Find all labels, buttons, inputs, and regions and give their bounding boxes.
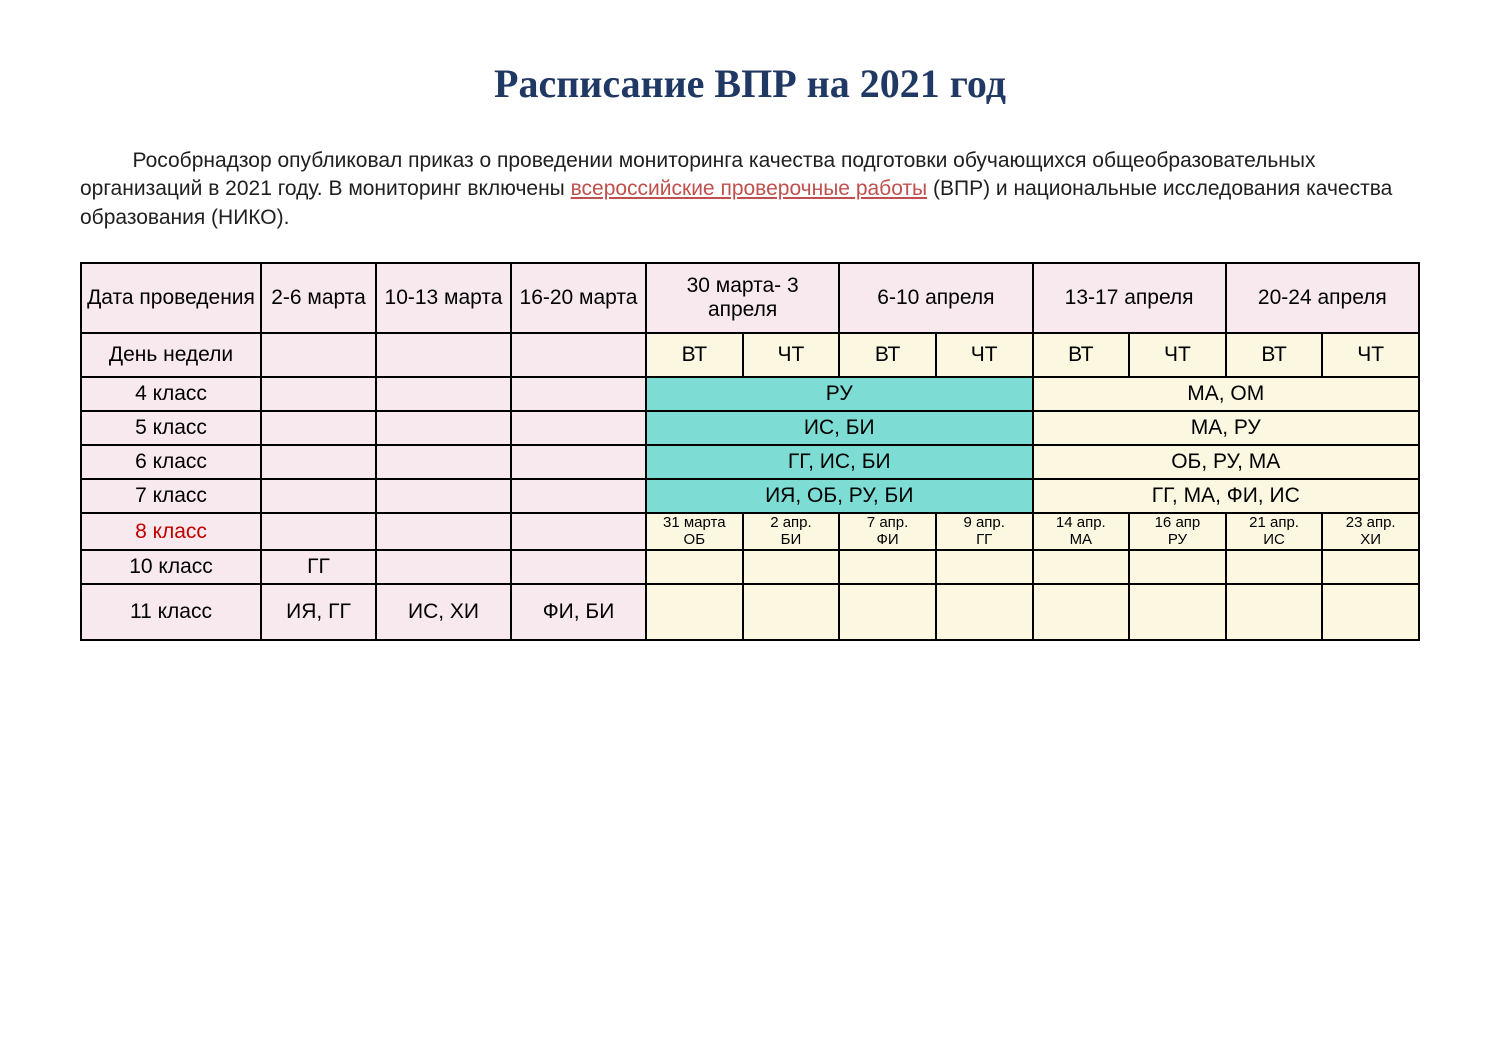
hdr-weekday-cht: ЧТ (1129, 333, 1226, 377)
cell-empty (511, 550, 646, 584)
intro-paragraph: Рособрнадзор опубликовал приказ о провед… (80, 147, 1420, 232)
cell-block: ОБ, РУ, МА (1033, 445, 1420, 479)
cell-empty (743, 584, 840, 640)
hdr-date-col4: 30 марта- 3 апреля (646, 263, 839, 333)
cell-empty (1226, 550, 1323, 584)
cell-date-subj: 16 апрРУ (1129, 513, 1226, 550)
hdr-weekday-cht: ЧТ (1322, 333, 1419, 377)
cell-empty (646, 584, 743, 640)
cell-subj: ИС, ХИ (376, 584, 511, 640)
hdr-weekday-cht: ЧТ (936, 333, 1033, 377)
cell-empty (376, 411, 511, 445)
cell-block: МА, ОМ (1033, 377, 1420, 411)
cell-date-subj: 14 апр.МА (1033, 513, 1130, 550)
row-class-6: 6 класс ГГ, ИС, БИ ОБ, РУ, МА (81, 445, 1419, 479)
cell-empty (839, 584, 936, 640)
cell-empty (261, 513, 376, 550)
hdr-weekday-empty (376, 333, 511, 377)
cell-empty (511, 479, 646, 513)
cell-empty (511, 445, 646, 479)
cell-empty (1322, 550, 1419, 584)
cell-empty (839, 550, 936, 584)
cell-empty (511, 513, 646, 550)
cell-empty (646, 550, 743, 584)
cell-empty (376, 550, 511, 584)
hdr-weekday-vt: ВТ (1033, 333, 1130, 377)
cell-empty (376, 513, 511, 550)
header-row-dates: Дата проведения 2-6 марта 10-13 марта 16… (81, 263, 1419, 333)
page-title: Расписание ВПР на 2021 год (80, 60, 1420, 107)
cell-empty (1129, 584, 1226, 640)
hdr-date-col6: 13-17 апреля (1033, 263, 1226, 333)
hdr-weekday-vt: ВТ (839, 333, 936, 377)
cell-empty (1033, 550, 1130, 584)
cell-empty (261, 377, 376, 411)
cell-block: ГГ, ИС, БИ (646, 445, 1033, 479)
row-class-4: 4 класс РУ МА, ОМ (81, 377, 1419, 411)
cell-empty (376, 377, 511, 411)
cell-empty (261, 479, 376, 513)
row-class-10: 10 класс ГГ (81, 550, 1419, 584)
cell-empty (1129, 550, 1226, 584)
cell-empty (376, 479, 511, 513)
cell-subj: ИЯ, ГГ (261, 584, 376, 640)
cell-empty (1033, 584, 1130, 640)
hdr-weekday-vt: ВТ (1226, 333, 1323, 377)
row-class-7: 7 класс ИЯ, ОБ, РУ, БИ ГГ, МА, ФИ, ИС (81, 479, 1419, 513)
row-label: 6 класс (81, 445, 261, 479)
cell-empty (936, 584, 1033, 640)
row-class-11: 11 класс ИЯ, ГГ ИС, ХИ ФИ, БИ (81, 584, 1419, 640)
cell-empty (1226, 584, 1323, 640)
hdr-date-col3: 16-20 марта (511, 263, 646, 333)
hdr-weekday-label: День недели (81, 333, 261, 377)
cell-empty (511, 411, 646, 445)
cell-block: РУ (646, 377, 1033, 411)
cell-subj: ФИ, БИ (511, 584, 646, 640)
row-label: 5 класс (81, 411, 261, 445)
cell-block: ИЯ, ОБ, РУ, БИ (646, 479, 1033, 513)
row-class-8: 8 класс 31 мартаОБ 2 апр.БИ 7 апр.ФИ 9 а… (81, 513, 1419, 550)
intro-link[interactable]: всероссийские проверочные работы (571, 177, 928, 200)
row-label: 11 класс (81, 584, 261, 640)
cell-date-subj: 2 апр.БИ (743, 513, 840, 550)
cell-empty (261, 445, 376, 479)
cell-empty (376, 445, 511, 479)
row-label: 10 класс (81, 550, 261, 584)
hdr-weekday-empty (261, 333, 376, 377)
cell-subj: ГГ (261, 550, 376, 584)
row-label: 7 класс (81, 479, 261, 513)
cell-block: МА, РУ (1033, 411, 1420, 445)
hdr-date-col7: 20-24 апреля (1226, 263, 1419, 333)
row-label: 8 класс (81, 513, 261, 550)
cell-date-subj: 7 апр.ФИ (839, 513, 936, 550)
hdr-weekday-vt: ВТ (646, 333, 743, 377)
cell-empty (261, 411, 376, 445)
row-class-5: 5 класс ИС, БИ МА, РУ (81, 411, 1419, 445)
hdr-date-label: Дата проведения (81, 263, 261, 333)
schedule-table: Дата проведения 2-6 марта 10-13 марта 16… (80, 262, 1420, 641)
cell-empty (936, 550, 1033, 584)
hdr-weekday-empty (511, 333, 646, 377)
cell-empty (511, 377, 646, 411)
hdr-date-col1: 2-6 марта (261, 263, 376, 333)
cell-empty (1322, 584, 1419, 640)
cell-block: ГГ, МА, ФИ, ИС (1033, 479, 1420, 513)
hdr-date-col5: 6-10 апреля (839, 263, 1032, 333)
hdr-weekday-cht: ЧТ (743, 333, 840, 377)
cell-date-subj: 9 апр.ГГ (936, 513, 1033, 550)
cell-date-subj: 23 апр.ХИ (1322, 513, 1419, 550)
cell-empty (743, 550, 840, 584)
header-row-weekday: День недели ВТ ЧТ ВТ ЧТ ВТ ЧТ ВТ ЧТ (81, 333, 1419, 377)
hdr-date-col2: 10-13 марта (376, 263, 511, 333)
cell-block: ИС, БИ (646, 411, 1033, 445)
cell-date-subj: 31 мартаОБ (646, 513, 743, 550)
cell-date-subj: 21 апр.ИС (1226, 513, 1323, 550)
row-label: 4 класс (81, 377, 261, 411)
